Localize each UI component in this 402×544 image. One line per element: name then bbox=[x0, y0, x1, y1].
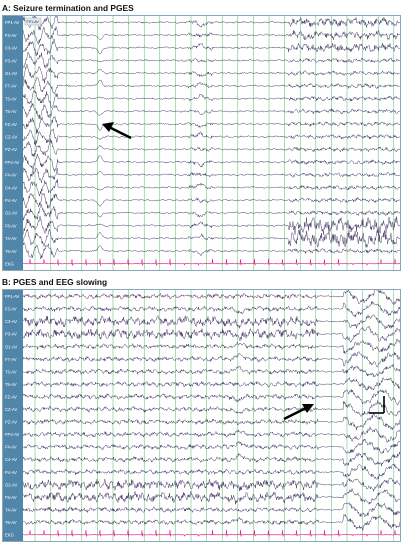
channel-label: T6-AV bbox=[5, 249, 17, 254]
eeg-trace bbox=[22, 389, 400, 406]
channel-label: O2-AV bbox=[5, 211, 17, 216]
eeg-trace bbox=[22, 242, 400, 260]
channel-label: PZ-AV bbox=[5, 420, 17, 425]
eeg-trace bbox=[22, 377, 400, 391]
panel-b-eeg: FP1-AV F3-AV C3-AV P3-AV O1-AV F7-AV T3-AV T5-A… bbox=[2, 289, 401, 542]
channel-label: FZ-AV bbox=[5, 394, 17, 399]
channel-label: F7-AV bbox=[5, 84, 17, 89]
channel-label-column bbox=[3, 290, 23, 541]
eeg-trace bbox=[22, 16, 400, 31]
channel-label: PZ-AV bbox=[5, 147, 17, 152]
channel-label: F4-AV bbox=[5, 173, 17, 178]
channel-label: P4-AV bbox=[5, 198, 17, 203]
channel-label: FP1-AV bbox=[5, 20, 20, 25]
header-note: FP1-AV bbox=[27, 20, 40, 24]
eeg-trace bbox=[22, 76, 400, 94]
channel-label: P3-AV bbox=[5, 332, 17, 337]
channel-label: F7-AV bbox=[5, 357, 17, 362]
eeg-trace bbox=[22, 338, 400, 354]
panel-a-eeg: FP1-AV F3-AV C3-AV P3-AV O1-AV F7-AV T3-AV T5-A… bbox=[2, 15, 401, 271]
channel-label: F3-AV bbox=[5, 33, 17, 38]
panel-a-traces: FP1-AV F3-AV C3-AV P3-AV O1-AV F7-AV T3-AV T5-A… bbox=[3, 16, 400, 270]
arrow-annotation bbox=[102, 122, 132, 140]
eeg-trace bbox=[22, 413, 400, 431]
channel-label: O1-AV bbox=[5, 71, 17, 76]
eeg-trace bbox=[22, 179, 400, 197]
eeg-trace bbox=[22, 314, 400, 330]
eeg-trace bbox=[22, 488, 400, 505]
eeg-trace bbox=[22, 64, 400, 84]
eeg-trace bbox=[22, 363, 400, 378]
channel-label: FP2-AV bbox=[5, 432, 20, 437]
channel-label: T3-AV bbox=[5, 369, 17, 374]
ekg-trace bbox=[22, 529, 400, 537]
ekg-trace bbox=[22, 258, 400, 266]
channel-label: F8-AV bbox=[5, 495, 17, 500]
arrow-annotation bbox=[283, 404, 314, 421]
eeg-trace bbox=[22, 103, 400, 119]
eeg-trace bbox=[22, 463, 400, 480]
eeg-trace bbox=[22, 38, 400, 57]
eeg-trace bbox=[22, 90, 400, 108]
eeg-trace bbox=[22, 290, 400, 305]
eeg-trace bbox=[22, 301, 400, 318]
channel-label: P4-AV bbox=[5, 470, 17, 475]
eeg-trace bbox=[22, 502, 400, 518]
channel-label-column bbox=[3, 16, 23, 270]
eeg-trace bbox=[22, 139, 400, 157]
eeg-trace bbox=[22, 351, 400, 368]
eeg-trace bbox=[22, 51, 400, 69]
eeg-trace bbox=[22, 438, 400, 454]
channel-label: C3-AV bbox=[5, 46, 17, 51]
panel-b-title: B: PGES and EEG slowing bbox=[2, 277, 108, 287]
eeg-trace bbox=[22, 153, 400, 172]
eeg-trace bbox=[22, 215, 400, 236]
channel-label: T3-AV bbox=[5, 96, 17, 101]
channel-label: P3-AV bbox=[5, 58, 17, 63]
eeg-trace bbox=[22, 325, 400, 343]
channel-label: FP1-AV bbox=[5, 294, 20, 299]
channel-label: T6-AV bbox=[5, 520, 17, 525]
channel-label: T5-AV bbox=[5, 109, 17, 114]
eeg-trace bbox=[22, 400, 400, 417]
channel-label: C3-AV bbox=[5, 319, 17, 324]
eeg-trace bbox=[22, 128, 400, 146]
eeg-trace bbox=[22, 116, 400, 134]
channel-label: FZ-AV bbox=[5, 122, 17, 127]
panel-b-traces: FP1-AV F3-AV C3-AV P3-AV O1-AV F7-AV T3-AV T5-A… bbox=[3, 290, 400, 541]
channel-label: T5-AV bbox=[5, 382, 17, 387]
channel-label: EKG bbox=[5, 533, 14, 538]
channel-label: O2-AV bbox=[5, 482, 17, 487]
eeg-trace bbox=[22, 514, 400, 531]
panel-a-title: A: Seizure termination and PGES bbox=[2, 3, 134, 13]
eeg-trace bbox=[22, 26, 400, 45]
channel-label: F4-AV bbox=[5, 445, 17, 450]
channel-label: C4-AV bbox=[5, 185, 17, 190]
channel-label: F8-AV bbox=[5, 223, 17, 228]
header-note-box bbox=[24, 17, 42, 26]
eeg-trace bbox=[22, 167, 400, 184]
scale-bar bbox=[369, 396, 385, 414]
channel-label: T4-AV bbox=[5, 236, 17, 241]
channel-label: O1-AV bbox=[5, 344, 17, 349]
channel-label: CZ-AV bbox=[5, 134, 17, 139]
channel-label: T4-AV bbox=[5, 507, 17, 512]
eeg-trace bbox=[22, 228, 400, 248]
eeg-trace bbox=[22, 451, 400, 467]
eeg-trace bbox=[22, 192, 400, 209]
channel-label: F3-AV bbox=[5, 307, 17, 312]
channel-label: C4-AV bbox=[5, 457, 17, 462]
eeg-trace bbox=[22, 477, 400, 492]
eeg-trace bbox=[22, 426, 400, 443]
eeg-trace bbox=[22, 204, 400, 221]
channel-label: FP2-AV bbox=[5, 160, 20, 165]
channel-label: EKG bbox=[5, 261, 14, 266]
channel-label: CZ-AV bbox=[5, 407, 17, 412]
